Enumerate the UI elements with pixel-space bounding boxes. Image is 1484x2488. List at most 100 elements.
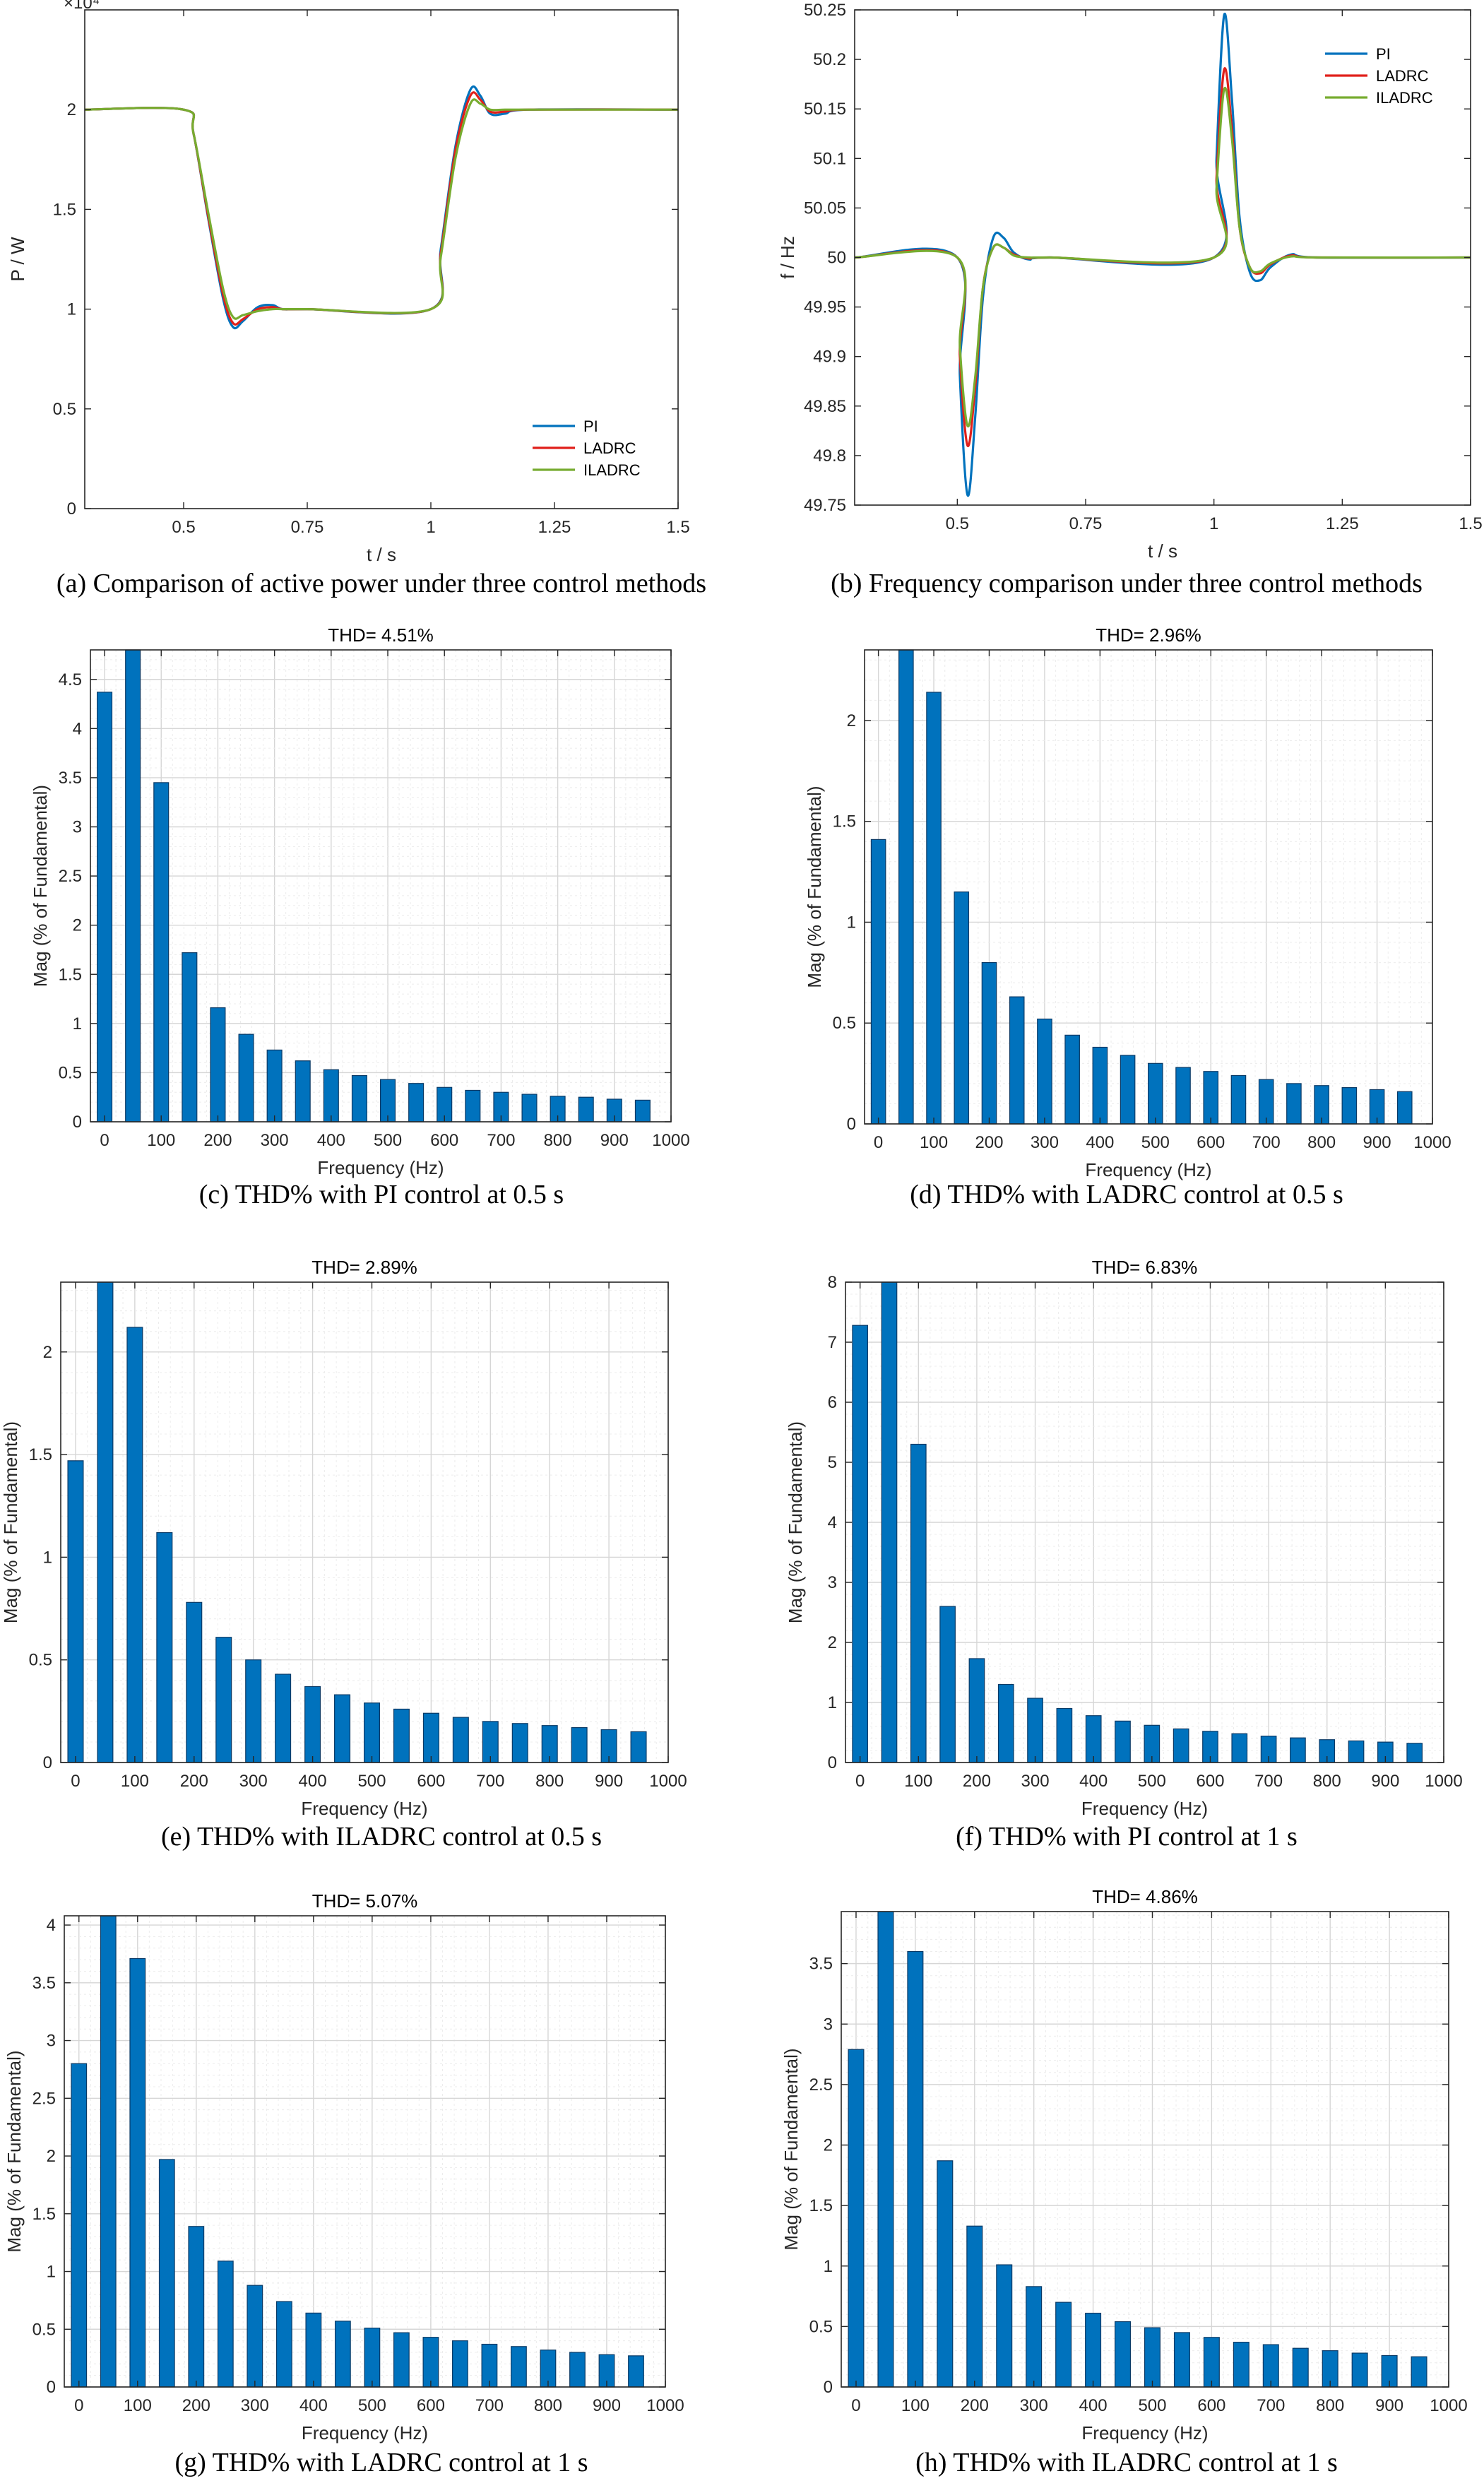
bar: [1037, 1018, 1052, 1125]
ticks: 0 100 200 300 400 500 600 700 800 900 1000 0 0.5 1 1.5…: [32, 1916, 684, 2415]
x-tick-label: 500: [1138, 1772, 1166, 1791]
bar: [954, 891, 970, 1125]
bar: [1348, 1740, 1365, 1763]
y-tick-label: 7: [828, 1333, 837, 1352]
y-tick-label: 2.5: [59, 867, 82, 886]
y-tick-label: 50.15: [804, 100, 846, 119]
x-tick-label: 0: [74, 2396, 83, 2415]
y-tick-label: 1.5: [53, 200, 76, 219]
axes-box: [864, 649, 1433, 1125]
x-tick-label: 100: [904, 1772, 932, 1791]
bar: [848, 2049, 865, 2388]
bar: [1175, 1067, 1191, 1125]
caption-f: (f) THD% with PI control at 1 s: [956, 1822, 1298, 1852]
bar-series: [852, 1281, 1423, 1763]
bar-series: [71, 1915, 644, 2388]
x-tick-label: 300: [241, 2396, 269, 2415]
bar: [1085, 2312, 1102, 2388]
x-tick-label: 0: [874, 1133, 883, 1152]
x-tick-label: 100: [121, 1772, 149, 1791]
bar: [97, 1281, 114, 1763]
y-exponent-label: ×10⁴: [64, 0, 100, 13]
x-axis-label: Frequency (Hz): [1085, 1159, 1211, 1180]
ticks: 0 100 200 300 400 500 600 700 800 900 1000 0 0.5 1 1.5…: [29, 1282, 687, 1791]
x-tick-label: 200: [963, 1772, 991, 1791]
x-tick-label: 600: [417, 2396, 445, 2415]
bar: [996, 2264, 1013, 2388]
x-tick-label: 800: [535, 1772, 564, 1791]
axes-box: [90, 649, 672, 1122]
y-tick-label: 2.5: [32, 2089, 56, 2108]
plot-area: [64, 1916, 665, 2387]
bar: [1056, 1707, 1073, 1763]
chart-panel-e: 0 100 200 300 400 500 600 700 800 900 1000 0 0.5 1 1.5…: [0, 1257, 687, 1852]
y-tick-label: 50.05: [804, 199, 846, 218]
chart-panel-b: 0.5 0.75 1 1.25 1.5 49.75 49.8 49.85 49.9 49.95 50…: [777, 1, 1483, 598]
bar: [334, 2321, 351, 2388]
y-tick-label: 0.5: [29, 1651, 52, 1670]
y-tick-label: 0: [847, 1115, 856, 1134]
bar: [1173, 1728, 1189, 1763]
y-tick-label: 49.8: [813, 446, 846, 466]
bar: [188, 2226, 205, 2388]
x-tick-label: 1000: [1413, 1133, 1451, 1152]
x-axis-label: Frequency (Hz): [301, 1798, 427, 1819]
bar: [926, 692, 942, 1125]
y-tick-label: 49.9: [813, 348, 846, 367]
bar: [511, 2346, 527, 2388]
bar: [981, 961, 997, 1125]
y-tick-label: 2: [847, 711, 856, 730]
caption-d: (d) THD% with LADRC control at 0.5 s: [910, 1180, 1343, 1209]
bar: [481, 2343, 498, 2388]
bar: [364, 2328, 381, 2388]
y-tick-label: 4: [73, 719, 82, 738]
y-tick-label: 0: [47, 2378, 56, 2397]
bar: [1341, 1087, 1358, 1125]
x-tick-label: 0.5: [946, 514, 969, 533]
legend: PI LADRC ILADRC: [523, 410, 659, 490]
bar: [323, 1069, 339, 1122]
x-tick-label: 300: [1020, 2396, 1048, 2415]
y-tick-label: 1: [43, 1548, 52, 1567]
bar: [634, 1099, 651, 1122]
y-axis-label: Mag (% of Fundamental): [785, 1421, 806, 1623]
y-tick-label: 2: [73, 916, 82, 935]
x-tick-label: 800: [534, 2396, 562, 2415]
bar: [1144, 2327, 1161, 2388]
line-series: [855, 12, 1471, 497]
y-tick-label: 49.75: [804, 496, 846, 515]
bar: [1292, 2347, 1309, 2388]
bar: [997, 1683, 1014, 1763]
bar: [238, 1033, 254, 1122]
y-tick-label: 1.5: [29, 1445, 52, 1464]
x-tick-label: 1: [1209, 514, 1218, 533]
bar: [158, 2159, 175, 2388]
x-tick-label: 400: [1086, 1133, 1114, 1152]
bar: [334, 1694, 351, 1763]
x-tick-label: 600: [1197, 1133, 1225, 1152]
bar: [1351, 2352, 1368, 2388]
x-axis-label: Frequency (Hz): [302, 2422, 428, 2443]
x-axis-label: Frequency (Hz): [1081, 2422, 1208, 2443]
bar: [452, 2340, 468, 2388]
plot-area: [90, 650, 671, 1122]
series-line-iladrc: [85, 98, 678, 320]
y-tick-label: 2: [43, 1343, 52, 1362]
bar: [1009, 996, 1025, 1125]
y-tick-label: 4.5: [59, 670, 82, 689]
y-axis-label: Mag (% of Fundamental): [780, 2048, 802, 2250]
x-tick-label: 0.75: [1069, 514, 1103, 533]
chart-panel-f: 0 100 200 300 400 500 600 700 800 900 1000 0 1 2 3 4 5 6 7…: [785, 1257, 1463, 1852]
x-tick-label: 700: [1254, 1772, 1283, 1791]
y-tick-label: 0: [43, 1753, 52, 1772]
y-tick-label: 0.5: [59, 1063, 82, 1082]
ticks: 0.5 0.75 1 1.25 1.5 0 0.5 1 1.5 2: [53, 10, 690, 537]
caption-b: (b) Frequency comparison under three con…: [831, 569, 1423, 598]
bar: [422, 1712, 439, 1763]
x-tick-label: 600: [417, 1772, 445, 1791]
chart-title: THD= 4.51%: [328, 624, 434, 646]
x-tick-label: 1.25: [1326, 514, 1359, 533]
bar: [351, 1074, 367, 1122]
legend-label-ladrc: LADRC: [583, 439, 636, 457]
legend-label-iladrc: ILADRC: [583, 461, 641, 479]
